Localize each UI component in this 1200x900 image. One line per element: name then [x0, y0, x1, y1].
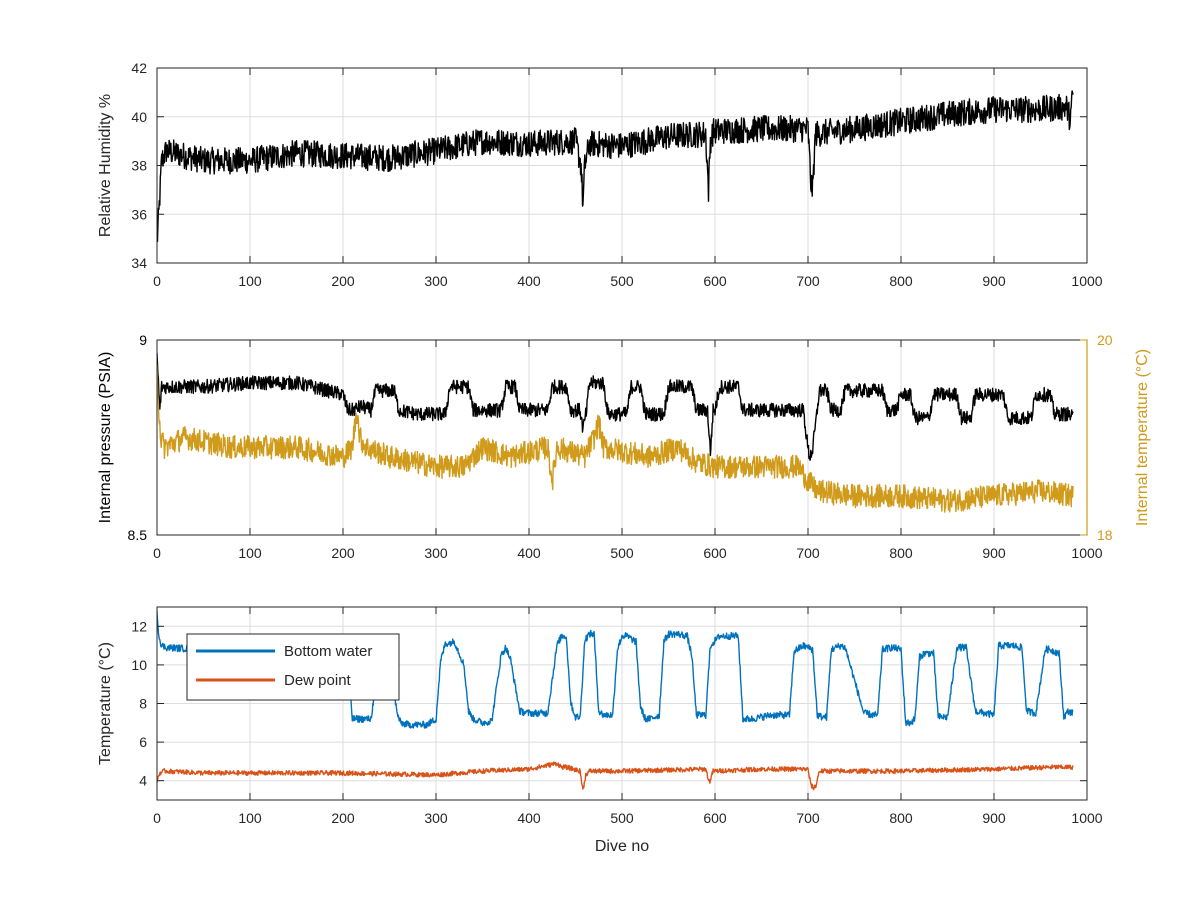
x-tick-label: 700	[796, 273, 820, 289]
x-tick-label: 200	[331, 810, 355, 826]
y2-tick-label: 20	[1097, 332, 1113, 348]
legend-label: Dew point	[284, 672, 352, 689]
x-tick-label: 700	[796, 810, 820, 826]
y2-tick-label: 18	[1097, 527, 1113, 543]
x-tick-label: 200	[331, 273, 355, 289]
y-tick-label: 8	[139, 696, 147, 712]
x-tick-label: 0	[153, 545, 161, 561]
x-tick-label: 100	[238, 545, 262, 561]
x-tick-label: 600	[703, 545, 727, 561]
x-tick-label: 100	[238, 273, 262, 289]
y-tick-label: 38	[131, 158, 147, 174]
legend: Bottom water Dew point	[186, 633, 400, 701]
x-tick-label: 1000	[1071, 810, 1102, 826]
x-tick-label: 300	[424, 273, 448, 289]
x-tick-label: 800	[889, 810, 913, 826]
x-tick-label: 500	[610, 545, 634, 561]
y-tick-label: 8.5	[128, 527, 148, 543]
y-axis-label: Relative Humidity %	[97, 94, 114, 237]
panel-2-series-2-line	[157, 364, 1074, 513]
x-tick-label: 400	[517, 545, 541, 561]
y-tick-label: 36	[131, 206, 147, 222]
y-tick-label: 34	[131, 255, 147, 271]
x-tick-label: 0	[153, 810, 161, 826]
y-axis-label: Temperature (°C)	[97, 642, 114, 765]
x-tick-label: 1000	[1071, 273, 1102, 289]
x-tick-label: 700	[796, 545, 820, 561]
x-tick-label: 500	[610, 810, 634, 826]
panel-3: 0 100 200 300 400 500 600 700 800 900 1000 4 6 8 10 12 T…	[97, 606, 1103, 855]
x-tick-label: 0	[153, 273, 161, 289]
y-tick-label: 12	[131, 618, 147, 634]
x-tick-label: 300	[424, 545, 448, 561]
y-tick-label: 9	[139, 332, 147, 348]
x-tick-label: 400	[517, 810, 541, 826]
panel-1: 0 100 200 300 400 500 600 700 800 900 1000 34 36 38 40…	[97, 60, 1103, 289]
x-tick-label: 1000	[1071, 545, 1102, 561]
panel-2: 0 100 200 300 400 500 600 700 800 900 1000 8.5 9 18 20…	[97, 332, 1151, 561]
y-tick-label: 4	[139, 773, 147, 789]
x-tick-label: 400	[517, 273, 541, 289]
x-tick-label: 100	[238, 810, 262, 826]
y-tick-label: 10	[131, 657, 147, 673]
x-tick-label: 900	[982, 810, 1006, 826]
y-tick-label: 6	[139, 734, 147, 750]
x-tick-label: 200	[331, 545, 355, 561]
x-tick-label: 900	[982, 545, 1006, 561]
panel-2-series-1-line	[157, 352, 1074, 461]
y-tick-label: 42	[131, 60, 147, 76]
y-axis-label: Internal pressure (PSIA)	[97, 352, 114, 524]
panel-1-series-1-line	[157, 90, 1074, 243]
x-tick-label: 600	[703, 810, 727, 826]
x-tick-label: 800	[889, 273, 913, 289]
dew-point-line	[157, 761, 1074, 791]
y-tick-label: 40	[131, 109, 147, 125]
x-tick-label: 900	[982, 273, 1006, 289]
y2-axis-label: Internal temperature (°C)	[1134, 349, 1151, 526]
x-tick-label: 600	[703, 273, 727, 289]
x-tick-label: 500	[610, 273, 634, 289]
x-tick-label: 800	[889, 545, 913, 561]
x-tick-label: 300	[424, 810, 448, 826]
x-axis-label: Dive no	[595, 838, 649, 855]
legend-box	[186, 633, 400, 701]
legend-label: Bottom water	[284, 643, 372, 660]
